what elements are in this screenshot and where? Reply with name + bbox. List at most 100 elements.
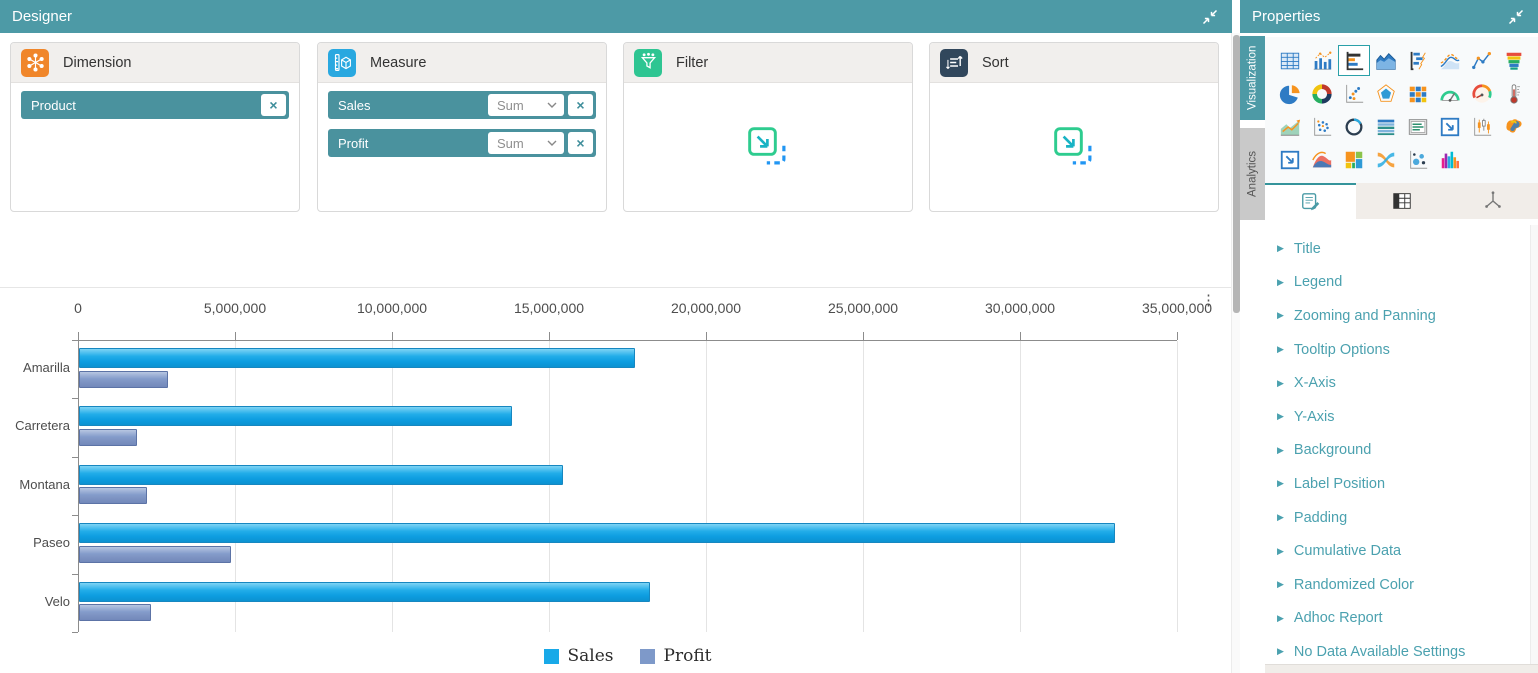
- bar-profit-carretera[interactable]: [79, 429, 137, 446]
- section-no-data-available-settings[interactable]: ▶ No Data Available Settings: [1265, 635, 1530, 669]
- axes-subtab[interactable]: [1447, 183, 1538, 219]
- tab-visualization[interactable]: Visualization: [1240, 36, 1265, 120]
- gridline: [1020, 341, 1021, 632]
- treemap-widget-icon[interactable]: [1338, 143, 1370, 176]
- sankey-chart-icon[interactable]: [1370, 143, 1402, 176]
- measure-card: Measure Sales Sum × Profit Sum ×: [317, 42, 607, 212]
- combo-chart-icon[interactable]: [1274, 110, 1306, 143]
- designer-collapse-icon[interactable]: [1202, 8, 1220, 26]
- legend-swatch: [543, 648, 559, 664]
- section-label: Background: [1293, 442, 1372, 459]
- histogram-chart-icon[interactable]: [1434, 143, 1466, 176]
- thermometer-gauge-icon[interactable]: [1498, 77, 1530, 110]
- section-legend[interactable]: ▶ Legend: [1265, 266, 1530, 300]
- funnel-chart-icon[interactable]: [1498, 44, 1530, 77]
- card-widget-icon[interactable]: [1402, 110, 1434, 143]
- x-axis-tick: [549, 332, 550, 340]
- page-scrollbar-thumb[interactable]: [1233, 35, 1240, 313]
- section-adhoc-report[interactable]: ▶ Adhoc Report: [1265, 602, 1530, 636]
- spline-area-chart-icon[interactable]: [1434, 44, 1466, 77]
- ring-chart-icon[interactable]: [1338, 110, 1370, 143]
- waterfall-chart-icon[interactable]: [1402, 44, 1434, 77]
- expander-arrow-icon: ▶: [1277, 411, 1284, 422]
- pie-chart-icon[interactable]: [1274, 77, 1306, 110]
- bar-sales-velo[interactable]: [79, 582, 650, 602]
- property-sections: ▶ Title ▶ Legend ▶ Zooming and Panning ▶ Toolti…: [1265, 232, 1530, 669]
- filter-drop-zone[interactable]: [624, 83, 912, 211]
- bar-sales-montana[interactable]: [79, 465, 563, 485]
- column-chart-icon[interactable]: [1306, 44, 1338, 77]
- profit-aggregate-select[interactable]: Sum: [488, 132, 564, 154]
- scatter-chart-icon[interactable]: [1338, 77, 1370, 110]
- properties-subtab[interactable]: [1265, 183, 1356, 219]
- candlestick-chart-icon[interactable]: [1466, 110, 1498, 143]
- polar-chart-icon[interactable]: [1370, 77, 1402, 110]
- x-tick-label: 20,000,000: [670, 300, 742, 316]
- measure-profit-remove-icon[interactable]: ×: [568, 132, 593, 154]
- pivot-grid-icon[interactable]: [1370, 110, 1402, 143]
- x-tick-label: 10,000,000: [356, 300, 428, 316]
- doughnut-chart-icon[interactable]: [1306, 77, 1338, 110]
- measure-row-sales[interactable]: Sales Sum ×: [328, 91, 596, 119]
- bar-sales-carretera[interactable]: [79, 406, 512, 426]
- properties-subtab-bar: [1265, 183, 1538, 219]
- sort-icon: [940, 48, 968, 77]
- legend-item-profit[interactable]: Profit: [639, 646, 712, 666]
- dimension-chip-remove-icon[interactable]: ×: [261, 94, 286, 116]
- section-label-position[interactable]: ▶ Label Position: [1265, 467, 1530, 501]
- designer-header: Designer: [0, 0, 1232, 33]
- properties-collapse-icon[interactable]: [1508, 8, 1526, 26]
- bar-profit-velo[interactable]: [79, 604, 151, 621]
- embed-widget-icon[interactable]: [1434, 110, 1466, 143]
- measure-icon: [328, 48, 356, 77]
- bar-sales-paseo[interactable]: [79, 523, 1115, 543]
- bar-sales-amarilla[interactable]: [79, 348, 635, 368]
- x-axis-tick: [706, 332, 707, 340]
- section-zooming-and-panning[interactable]: ▶ Zooming and Panning: [1265, 299, 1530, 333]
- heatmap-widget-icon[interactable]: [1402, 77, 1434, 110]
- x-tick-label: 5,000,000: [203, 300, 267, 316]
- expander-arrow-icon: ▶: [1277, 276, 1284, 287]
- measure-row-profit[interactable]: Profit Sum ×: [328, 129, 596, 157]
- proximity-chart-icon[interactable]: [1306, 110, 1338, 143]
- data-grid-subtab[interactable]: [1356, 183, 1447, 219]
- sales-aggregate-select[interactable]: Sum: [488, 94, 564, 116]
- tab-analytics[interactable]: Analytics: [1240, 128, 1265, 220]
- line-chart-icon[interactable]: [1466, 44, 1498, 77]
- x-axis-tick: [392, 332, 393, 340]
- legend-item-sales[interactable]: Sales: [543, 646, 614, 666]
- bar-chart-icon[interactable]: [1338, 45, 1370, 76]
- range-area-chart-icon[interactable]: [1306, 143, 1338, 176]
- gridline: [1177, 341, 1178, 632]
- sort-card-title: Sort: [982, 54, 1009, 71]
- image-widget-icon[interactable]: [1274, 143, 1306, 176]
- circular-gauge-icon[interactable]: [1466, 77, 1498, 110]
- bar-profit-montana[interactable]: [79, 487, 147, 504]
- section-cumulative-data[interactable]: ▶ Cumulative Data: [1265, 534, 1530, 568]
- section-background[interactable]: ▶ Background: [1265, 434, 1530, 468]
- bubble-chart-icon[interactable]: [1402, 143, 1434, 176]
- section-randomized-color[interactable]: ▶ Randomized Color: [1265, 568, 1530, 602]
- properties-hscroll-track: [1265, 664, 1538, 673]
- measure-sales-remove-icon[interactable]: ×: [568, 94, 593, 116]
- section-title[interactable]: ▶ Title: [1265, 232, 1530, 266]
- x-axis-line: [78, 340, 1177, 341]
- section-padding[interactable]: ▶ Padding: [1265, 501, 1530, 535]
- section-y-axis[interactable]: ▶ Y-Axis: [1265, 400, 1530, 434]
- dimension-chip-product[interactable]: Product ×: [21, 91, 289, 119]
- section-tooltip-options[interactable]: ▶ Tooltip Options: [1265, 333, 1530, 367]
- measure-card-title: Measure: [370, 54, 427, 71]
- y-axis-line: [78, 340, 79, 632]
- area-chart-icon[interactable]: [1370, 44, 1402, 77]
- bar-profit-amarilla[interactable]: [79, 371, 168, 388]
- grid-widget-icon[interactable]: [1274, 44, 1306, 77]
- section-label: Label Position: [1293, 475, 1386, 492]
- radial-gauge-icon[interactable]: [1434, 77, 1466, 110]
- category-label: Carretera: [15, 418, 70, 433]
- bar-profit-paseo[interactable]: [79, 546, 231, 563]
- section-x-axis[interactable]: ▶ X-Axis: [1265, 366, 1530, 400]
- chart-menu-icon[interactable]: ⋮: [1201, 292, 1216, 309]
- sort-drop-zone[interactable]: [930, 83, 1218, 211]
- map-widget-icon[interactable]: [1498, 110, 1530, 143]
